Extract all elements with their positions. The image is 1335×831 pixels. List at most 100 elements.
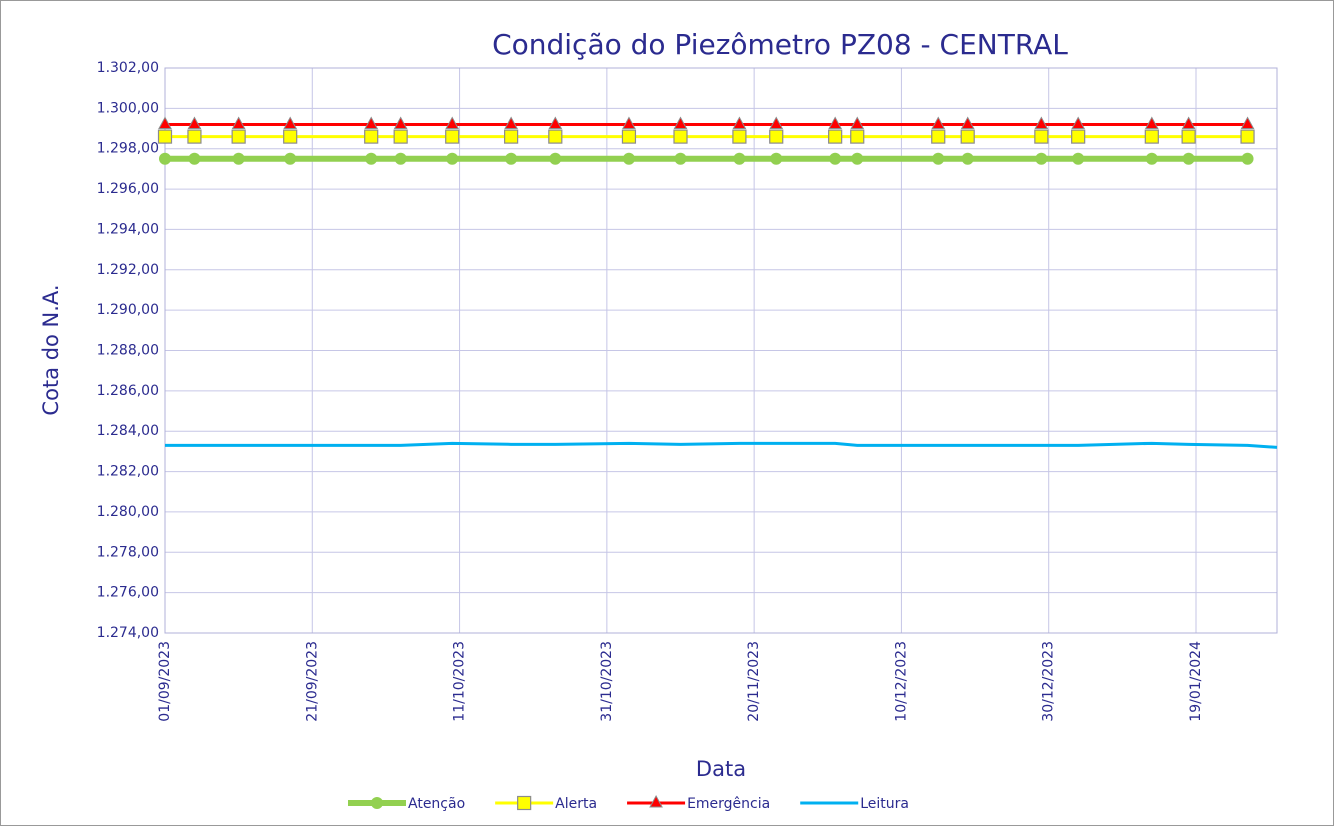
- point-marker: [284, 152, 297, 165]
- y-tick-label: 1.292,00: [97, 262, 159, 278]
- point-marker: [159, 152, 171, 165]
- legend-label: Emergência: [687, 796, 770, 812]
- point-marker: [1035, 152, 1048, 165]
- point-marker: [283, 129, 298, 144]
- legend-label: Leitura: [860, 796, 909, 812]
- point-marker: [769, 129, 784, 144]
- point-marker: [188, 152, 201, 165]
- point-marker: [232, 152, 245, 165]
- x-tick-label: 10/12/2023: [893, 641, 909, 722]
- point-marker: [231, 116, 246, 129]
- x-tick-label: 31/10/2023: [599, 641, 615, 722]
- y-tick-label: 1.278,00: [97, 544, 159, 560]
- point-marker: [622, 116, 636, 129]
- point-marker: [548, 116, 563, 129]
- x-axis-title: Data: [696, 757, 746, 781]
- y-axis-title: Cota do N.A.: [39, 284, 63, 415]
- point-marker: [393, 116, 408, 129]
- point-marker: [828, 116, 842, 129]
- legend-marker: [649, 794, 663, 808]
- point-marker: [157, 129, 173, 144]
- point-marker: [932, 152, 945, 165]
- point-marker: [770, 152, 783, 165]
- y-tick-label: 1.284,00: [97, 423, 159, 439]
- x-tick-label: 20/11/2023: [746, 641, 762, 722]
- point-marker: [931, 129, 946, 144]
- legend-marker: [371, 797, 383, 809]
- point-marker: [446, 152, 459, 165]
- point-marker: [231, 129, 246, 144]
- point-marker: [1181, 116, 1196, 129]
- x-tick-label: 11/10/2023: [452, 641, 468, 722]
- legend-marker: [517, 795, 532, 811]
- point-marker: [1034, 129, 1049, 144]
- point-marker: [1034, 116, 1049, 129]
- point-marker: [1240, 116, 1255, 129]
- point-marker: [158, 116, 172, 129]
- plot-border: [164, 67, 1278, 634]
- point-marker: [961, 152, 974, 165]
- point-marker: [828, 129, 843, 144]
- point-marker: [1145, 152, 1158, 165]
- point-marker: [732, 116, 747, 129]
- legend-label: Alerta: [555, 796, 597, 812]
- point-marker: [960, 129, 975, 144]
- point-marker: [931, 116, 946, 129]
- point-marker: [187, 129, 202, 144]
- point-marker: [1240, 129, 1255, 144]
- y-tick-label: 1.294,00: [97, 221, 159, 237]
- point-marker: [674, 152, 687, 165]
- y-tick-label: 1.290,00: [97, 302, 159, 318]
- point-marker: [622, 152, 635, 165]
- legend-label: Atenção: [408, 796, 465, 812]
- y-tick-label: 1.288,00: [97, 343, 159, 359]
- point-marker: [365, 152, 378, 165]
- point-marker: [283, 116, 298, 129]
- y-tick-label: 1.300,00: [97, 100, 159, 116]
- point-marker: [1144, 116, 1159, 129]
- point-marker: [732, 129, 747, 144]
- point-marker: [504, 129, 519, 144]
- point-marker: [850, 129, 865, 144]
- point-marker: [549, 152, 562, 165]
- point-marker: [1181, 129, 1196, 144]
- point-marker: [1144, 129, 1159, 144]
- point-marker: [673, 129, 688, 144]
- x-tick-label: 21/09/2023: [304, 641, 320, 722]
- point-marker: [733, 152, 746, 165]
- point-marker: [393, 129, 408, 144]
- point-marker: [851, 152, 864, 165]
- chart-title: Condição do Piezômetro PZ08 - CENTRAL: [492, 28, 1068, 61]
- y-tick-label: 1.296,00: [97, 181, 159, 197]
- y-tick-label: 1.302,00: [97, 60, 159, 76]
- point-marker: [445, 129, 460, 144]
- y-tick-label: 1.282,00: [97, 464, 159, 480]
- point-marker: [621, 129, 637, 144]
- point-marker: [364, 116, 379, 129]
- point-marker: [548, 129, 563, 144]
- x-tick-label: 19/01/2024: [1188, 641, 1204, 722]
- point-marker: [504, 116, 518, 129]
- x-tick-label: 30/12/2023: [1041, 641, 1057, 722]
- point-marker: [850, 116, 865, 129]
- y-tick-label: 1.286,00: [97, 383, 159, 399]
- point-marker: [829, 152, 842, 165]
- point-marker: [1071, 129, 1086, 144]
- x-tick-label: 01/09/2023: [157, 641, 173, 722]
- point-marker: [505, 152, 518, 165]
- point-marker: [1072, 152, 1085, 165]
- y-tick-label: 1.276,00: [97, 585, 159, 601]
- point-marker: [1182, 152, 1195, 165]
- y-tick-label: 1.298,00: [97, 141, 159, 157]
- point-marker: [769, 116, 784, 129]
- point-marker: [673, 116, 688, 129]
- point-marker: [1241, 152, 1254, 165]
- point-marker: [960, 116, 975, 129]
- y-tick-label: 1.274,00: [97, 625, 159, 641]
- series-line: [165, 441, 1278, 449]
- point-marker: [1071, 116, 1086, 129]
- y-tick-label: 1.280,00: [97, 504, 159, 520]
- point-marker: [394, 152, 407, 165]
- point-marker: [364, 129, 379, 144]
